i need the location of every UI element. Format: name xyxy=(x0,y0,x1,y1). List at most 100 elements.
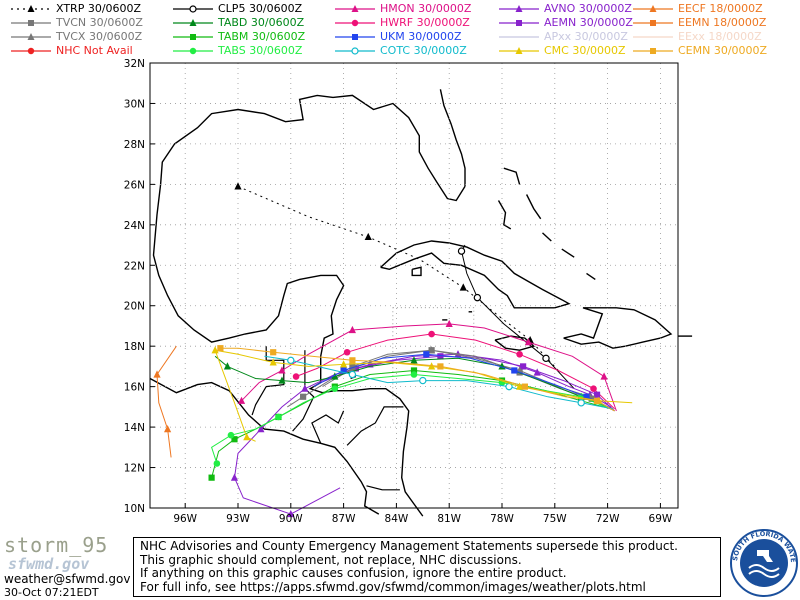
track-point xyxy=(237,396,246,404)
track-point xyxy=(473,293,482,302)
track-line xyxy=(156,345,177,458)
model-legend: XTRP 30/0600Z TVCN 30/0600Z TVCX 30/0600Z N… xyxy=(0,0,800,57)
track-line xyxy=(237,185,559,371)
legend-swatch xyxy=(499,47,539,54)
coastline xyxy=(586,272,596,280)
lat-label: 20N xyxy=(124,301,145,313)
legend-label: EECF 18/0000Z xyxy=(678,2,763,15)
lat-label: 24N xyxy=(124,220,145,232)
track-line xyxy=(313,353,614,410)
track-clp5 xyxy=(457,244,575,390)
coastlines xyxy=(149,89,693,517)
track-point xyxy=(428,346,436,354)
legend-swatch xyxy=(335,5,375,12)
track-point xyxy=(593,397,601,404)
track-point xyxy=(505,382,513,391)
track-point xyxy=(287,509,295,518)
lat-label: 28N xyxy=(124,139,145,151)
legend-label: CEMN 30/0000Z xyxy=(678,44,768,57)
track-point xyxy=(343,348,351,356)
legend-swatch xyxy=(633,36,673,38)
lon-label: 96W xyxy=(173,513,197,525)
track-line xyxy=(214,349,633,442)
track-point xyxy=(542,354,550,363)
track-tabs xyxy=(211,371,612,467)
track-point xyxy=(419,376,427,385)
track-point xyxy=(270,349,277,356)
legend-label: TVCN 30/0600Z xyxy=(56,16,143,29)
lon-label: 75W xyxy=(543,513,567,525)
legend-label: TABM 30/0600Z xyxy=(218,30,306,43)
coastline xyxy=(497,200,512,230)
track-point xyxy=(352,365,360,372)
map-frame xyxy=(149,62,679,509)
track-point xyxy=(153,370,161,378)
lon-label: 69W xyxy=(649,513,673,525)
legend-label: CMC 30/0000Z xyxy=(544,44,626,57)
track-point xyxy=(516,350,523,358)
country-border xyxy=(346,406,404,446)
lat-label: 26N xyxy=(124,179,145,191)
track-point xyxy=(524,338,532,346)
track-cmc xyxy=(211,346,633,442)
legend-swatch xyxy=(173,34,213,40)
legend-label: COTC 30/0000Z xyxy=(380,44,467,57)
coastline xyxy=(542,232,552,242)
track-point xyxy=(211,346,219,354)
legend-swatch xyxy=(11,5,51,12)
track-point xyxy=(208,474,215,481)
lon-label: 93W xyxy=(226,513,250,525)
coastline xyxy=(503,167,521,185)
lat-label: 16N xyxy=(124,382,145,394)
lat-label: 22N xyxy=(124,260,145,272)
coastline xyxy=(563,307,673,349)
contact-email[interactable]: weather@sfwmd.gov xyxy=(4,572,131,586)
track-point xyxy=(230,473,239,481)
legend-label: TABD 30/0600Z xyxy=(218,16,305,29)
track-point xyxy=(275,413,282,421)
lon-label: 84W xyxy=(385,513,409,525)
lon-label: 81W xyxy=(437,513,461,525)
track-point xyxy=(278,366,286,374)
legend-label: EEMN 18/0000Z xyxy=(678,16,767,29)
track-map: 32N 30N 28N 26N 24N 22N 20N 18N 16N 14N 12N 10N 96W 9… xyxy=(124,58,693,525)
legend-swatch xyxy=(499,36,539,38)
legend-swatch xyxy=(633,48,673,54)
track-point xyxy=(234,182,242,190)
legend-label: CLP5 30/0600Z xyxy=(218,2,303,15)
track-point xyxy=(593,391,601,398)
legend-swatch xyxy=(633,20,673,26)
brand-site: sfwmd.gov xyxy=(8,555,90,573)
track-point xyxy=(217,345,224,352)
legend-label: TVCX 30/0600Z xyxy=(56,30,143,43)
lat-label: 18N xyxy=(124,341,145,353)
track-point xyxy=(231,436,238,443)
track-ukm xyxy=(313,351,614,410)
lon-label: 72W xyxy=(596,513,620,525)
legend-label: XTRP 30/0600Z xyxy=(56,2,142,15)
disclaimer-line[interactable]: For full info, see https://apps.sfwmd.go… xyxy=(140,579,646,594)
track-point xyxy=(257,425,265,433)
legend-label: UKM 30/0000Z xyxy=(380,30,462,43)
lat-label: 10N xyxy=(124,503,145,515)
track-point xyxy=(516,382,524,390)
timestamp: 30-Oct 07:21EDT xyxy=(4,586,99,599)
legend-label: NHC Not Avail xyxy=(56,44,133,57)
lat-lon-grid xyxy=(150,63,678,508)
disclaimer-line: This graphic should complement, not repl… xyxy=(140,552,522,567)
track-point xyxy=(278,376,286,384)
district-seal-logo: SOUTH FLORIDA WATER MANAGEMENT DISTRICT xyxy=(729,528,798,597)
track-eecf xyxy=(153,345,177,458)
track-point xyxy=(410,356,418,364)
track-point xyxy=(364,232,372,241)
track-point xyxy=(423,351,430,358)
lat-label: 14N xyxy=(124,422,145,434)
lon-label: 78W xyxy=(490,513,514,525)
track-point xyxy=(459,283,467,291)
track-point xyxy=(600,372,608,380)
track-point xyxy=(269,358,277,366)
coastline xyxy=(152,94,466,517)
legend-swatch xyxy=(335,19,375,27)
track-point xyxy=(457,247,466,255)
track-point xyxy=(348,325,356,334)
